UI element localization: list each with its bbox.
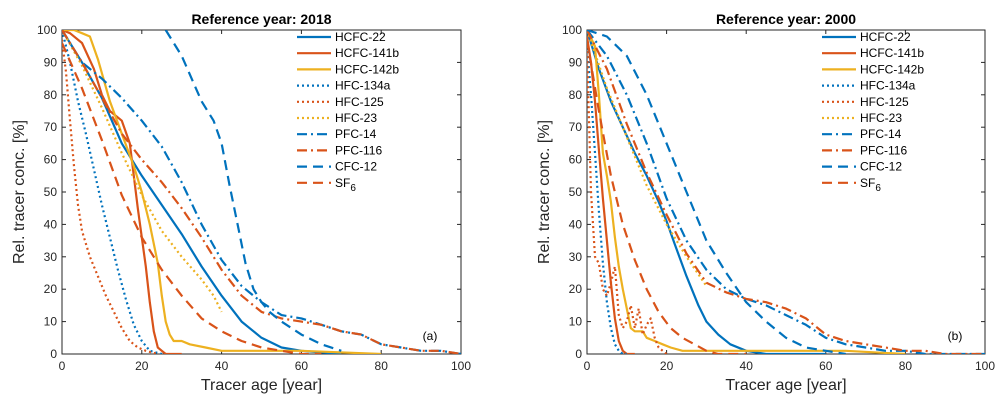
chart-1: Reference year: 2000 0 20 40 60 80 100 0 10 20 30 4… — [536, 11, 995, 394]
series-line-pfc-116 — [62, 30, 461, 354]
series-line-hfc-125 — [62, 39, 159, 354]
x-tick-label: 40 — [740, 359, 754, 373]
x-tick-label: 80 — [899, 359, 913, 373]
legend-entry: PFC-116 — [335, 143, 382, 157]
legend-entry: HCFC-142b — [860, 62, 924, 76]
plot-area — [586, 29, 986, 355]
legend-entry: HCFC-22 — [335, 30, 386, 44]
x-axis-label: Tracer age [year] — [201, 377, 322, 394]
legend-entry: HCFC-141b — [335, 46, 399, 60]
y-tick-label: 100 — [562, 23, 582, 37]
legend-entry: PFC-116 — [860, 143, 907, 157]
y-tick-label: 70 — [44, 120, 58, 134]
legend-entry: SF6 — [335, 176, 356, 194]
y-tick-label: 90 — [44, 55, 58, 69]
series-lines — [62, 30, 461, 354]
panel-label: (b) — [948, 329, 963, 343]
series-line-cfc-12 — [587, 30, 846, 354]
chart-title: Reference year: 2018 — [191, 11, 331, 27]
series-line-sf6 — [587, 39, 747, 354]
legend-entry: HFC-125 — [860, 95, 909, 109]
x-tick-label: 0 — [584, 359, 591, 373]
y-tick-label: 50 — [44, 185, 58, 199]
y-tick-label: 60 — [44, 153, 58, 167]
plot-area — [61, 29, 462, 355]
y-tick-label: 0 — [50, 347, 57, 361]
y-tick-label: 50 — [569, 185, 583, 199]
legend-entry: PFC-14 — [860, 127, 902, 141]
x-tick-label: 100 — [975, 359, 995, 373]
series-line-hcfc-142b — [62, 30, 382, 354]
x-tick-label: 20 — [660, 359, 674, 373]
y-tick-label: 100 — [37, 23, 57, 37]
y-tick-label: 20 — [44, 282, 58, 296]
x-tick-label: 40 — [215, 359, 229, 373]
legend-entry: HFC-134a — [860, 79, 916, 93]
y-tick-label: 40 — [569, 217, 583, 231]
series-line-hfc-134a — [62, 30, 163, 354]
chart-0: Reference year: 2018 0 20 40 60 80 100 0 10 20 30 4… — [11, 11, 471, 394]
legend-entry: SF6 — [860, 176, 881, 194]
x-tick-label: 60 — [295, 359, 309, 373]
y-tick-label: 30 — [44, 250, 58, 264]
y-axis-label: Rel. tracer conc. [%] — [536, 120, 553, 264]
x-tick-label: 80 — [375, 359, 389, 373]
legend: HCFC-22 HCFC-141b HCFC-142b HFC-134a HFC-125… — [297, 30, 399, 194]
series-line-hfc-23 — [587, 30, 708, 287]
y-tick-label: 40 — [44, 217, 58, 231]
legend-entry: CFC-12 — [860, 160, 902, 174]
x-tick-label: 20 — [135, 359, 149, 373]
y-tick-label: 0 — [575, 347, 582, 361]
legend-entry: PFC-14 — [335, 127, 377, 141]
series-line-cfc-12 — [164, 30, 342, 352]
series-line-pfc-14 — [587, 30, 985, 354]
y-tick-label: 90 — [569, 55, 583, 69]
x-tick-label: 0 — [59, 359, 66, 373]
y-tick-label: 10 — [44, 315, 58, 329]
y-tick-label: 30 — [569, 250, 583, 264]
y-tick-label: 70 — [569, 120, 583, 134]
series-line-hcfc-141b — [587, 36, 635, 354]
legend-entry: CFC-12 — [335, 160, 377, 174]
legend-entry: HFC-23 — [860, 111, 902, 125]
y-axis-label: Rel. tracer conc. [%] — [11, 120, 28, 264]
y-tick-label: 60 — [569, 153, 583, 167]
x-axis-label: Tracer age [year] — [725, 377, 846, 394]
legend-entry: HCFC-141b — [860, 46, 924, 60]
legend-entry: HFC-125 — [335, 95, 384, 109]
chart-title: Reference year: 2000 — [716, 11, 856, 27]
legend-entry: HFC-134a — [335, 79, 391, 93]
y-tick-label: 20 — [569, 282, 583, 296]
legend-entry: HCFC-142b — [335, 62, 399, 76]
panel-label: (a) — [423, 329, 438, 343]
series-line-hcfc-142b — [587, 30, 906, 354]
series-lines — [587, 30, 985, 354]
series-line-pfc-116 — [587, 30, 985, 354]
legend-entry: HCFC-22 — [860, 30, 911, 44]
x-tick-label: 100 — [451, 359, 471, 373]
x-tick-label: 60 — [819, 359, 833, 373]
legend: HCFC-22 HCFC-141b HCFC-142b HFC-134a HFC-125… — [822, 30, 924, 194]
series-line-hfc-134a — [587, 46, 627, 354]
legend-entry: HFC-23 — [335, 111, 377, 125]
series-line-sf6 — [62, 42, 322, 354]
y-tick-label: 80 — [44, 88, 58, 102]
series-line-hcfc-141b — [62, 30, 182, 354]
series-line-hfc-125 — [587, 46, 668, 354]
y-tick-label: 10 — [569, 315, 583, 329]
y-tick-label: 80 — [569, 88, 583, 102]
